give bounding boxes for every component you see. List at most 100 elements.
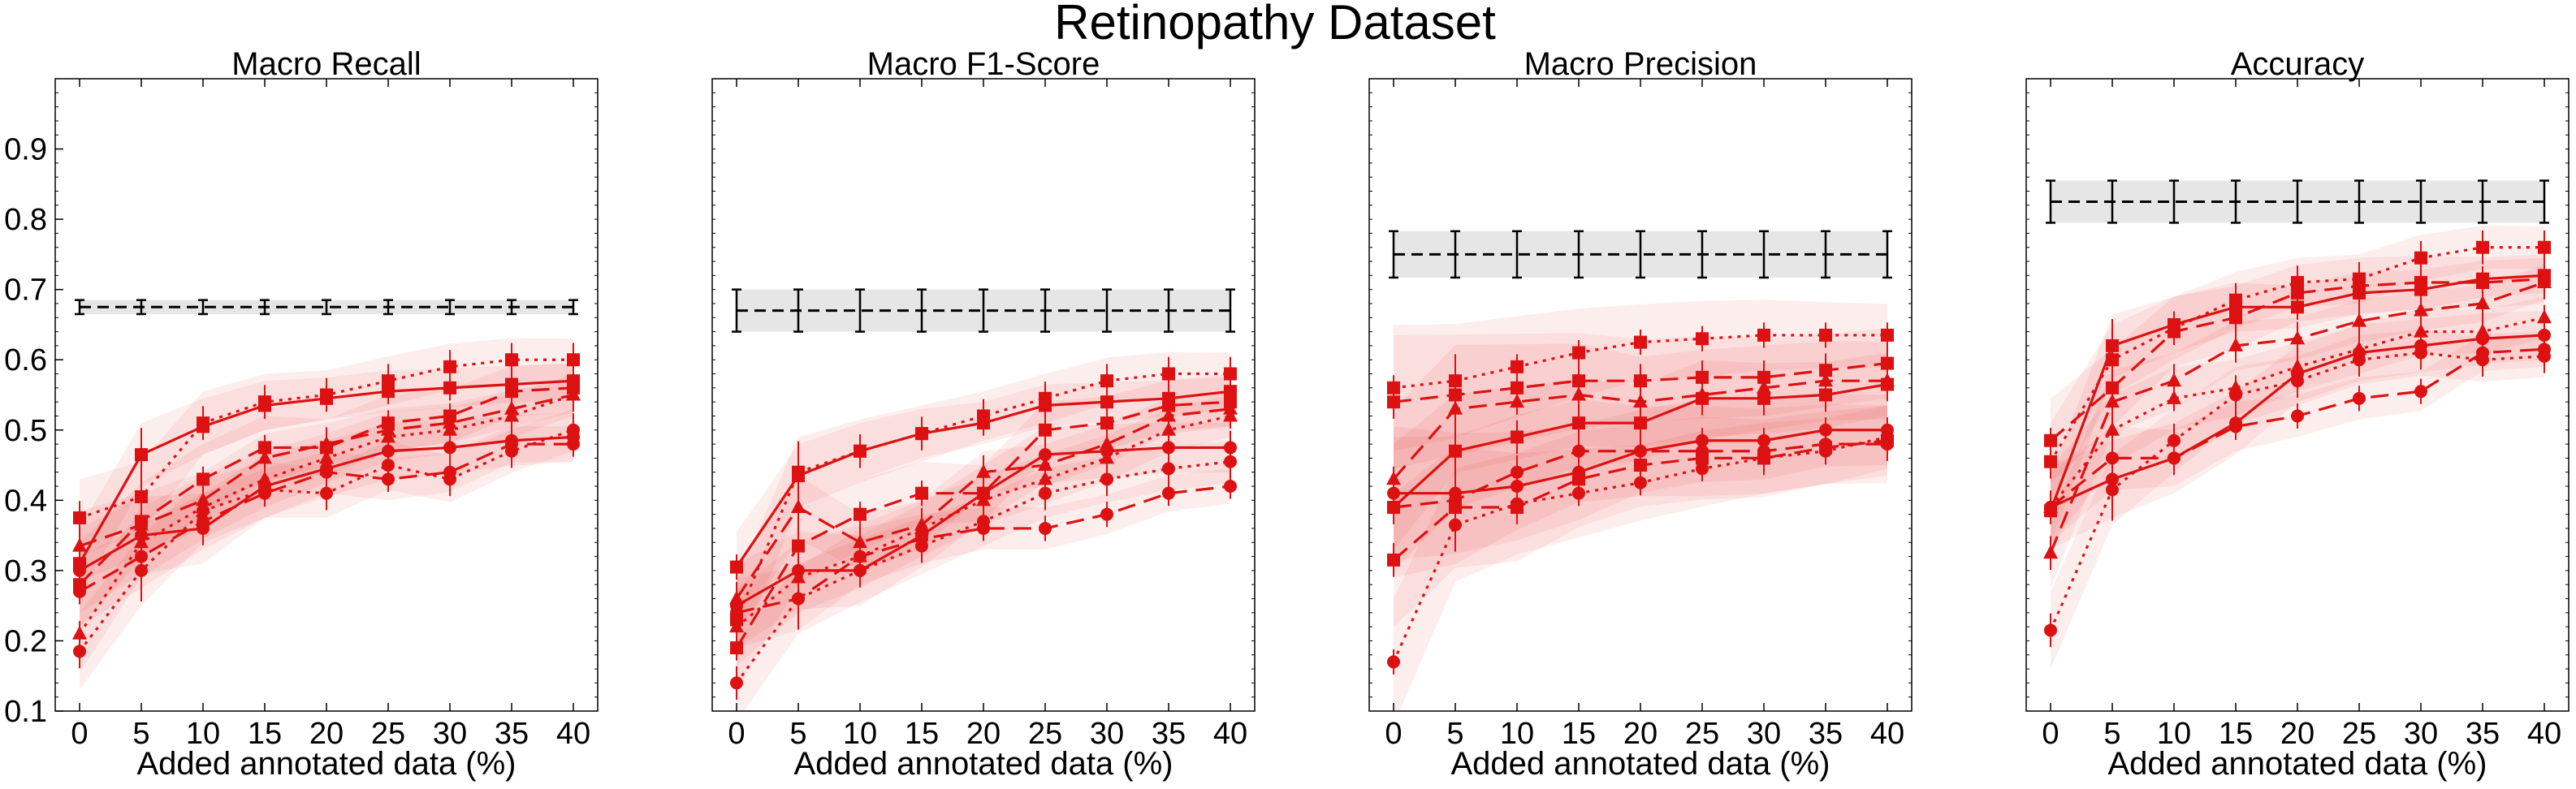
data-point-square: [2229, 311, 2242, 325]
data-point-circle: [443, 472, 456, 486]
data-point-triangle: [1386, 471, 1401, 485]
data-point-circle: [567, 423, 580, 437]
data-point-square: [1449, 500, 1462, 514]
data-point-circle: [2414, 385, 2427, 399]
data-point-square: [1039, 391, 1052, 405]
data-point-square: [1100, 416, 1113, 430]
data-point-square: [1572, 416, 1585, 430]
data-point-circle: [1224, 455, 1237, 468]
data-point-circle: [1572, 444, 1585, 458]
data-point-square: [1757, 451, 1770, 465]
panel-title: Macro Recall: [231, 46, 421, 82]
data-point-square: [1881, 433, 1894, 447]
y-tick-label: 0.3: [4, 554, 47, 589]
data-point-circle: [505, 444, 518, 458]
data-point-square: [1224, 367, 1237, 381]
data-point-circle: [2414, 346, 2427, 360]
data-point-triangle: [1448, 400, 1463, 415]
data-point-circle: [2106, 451, 2119, 465]
x-tick-label: 15: [1562, 717, 1596, 751]
data-point-triangle: [2475, 295, 2490, 309]
data-point-square: [2414, 251, 2427, 265]
data-point-circle: [1039, 448, 1052, 462]
data-point-circle: [320, 486, 333, 500]
x-tick-label: 20: [309, 717, 344, 751]
x-tick-label: 0: [71, 717, 88, 751]
x-tick-label: 30: [433, 717, 467, 751]
data-point-circle: [2229, 388, 2242, 402]
plot-area-2: [1386, 230, 1895, 711]
data-point-circle: [443, 441, 456, 455]
data-point-circle: [1039, 486, 1052, 500]
series-line-2: [735, 400, 1231, 649]
x-tick-label: 20: [966, 717, 1001, 751]
data-point-triangle: [2105, 421, 2120, 436]
data-point-square: [915, 486, 928, 500]
data-point-square: [792, 465, 805, 479]
x-tick-label: 15: [2219, 717, 2253, 751]
series-line-6: [736, 485, 1231, 614]
figure-suptitle: Retinopathy Dataset: [1054, 0, 1496, 50]
variance-band: [2051, 310, 2544, 550]
data-point-square: [1757, 391, 1770, 405]
data-point-circle: [2476, 332, 2489, 346]
x-tick-label: 10: [2157, 717, 2191, 751]
data-point-circle: [854, 563, 867, 577]
data-point-square: [443, 381, 456, 394]
data-point-circle: [73, 584, 86, 598]
data-point-triangle: [1161, 421, 1176, 436]
data-point-square: [443, 360, 456, 373]
data-point-square: [2414, 276, 2427, 290]
data-point-square: [977, 409, 990, 423]
series-line-7: [2049, 351, 2545, 632]
data-point-square: [2476, 240, 2489, 254]
x-tick-label: 35: [1809, 717, 1843, 751]
panel-title: Macro F1-Score: [867, 46, 1100, 82]
data-point-triangle: [1510, 394, 1524, 408]
data-point-triangle: [1633, 394, 1648, 408]
data-point-circle: [1511, 465, 1524, 479]
x-tick-label: 30: [2404, 717, 2438, 751]
data-point-circle: [730, 606, 743, 619]
data-point-circle: [2229, 420, 2242, 433]
data-point-triangle: [853, 534, 867, 549]
y-tick-label: 0.4: [4, 484, 47, 518]
x-tick-label: 25: [371, 717, 405, 751]
x-tick-label: 0: [728, 717, 745, 751]
x-tick-label: 10: [186, 717, 220, 751]
x-axis-label: Added annotated data (%): [136, 746, 516, 782]
x-axis-label: Added annotated data (%): [793, 746, 1173, 782]
data-point-square: [197, 472, 210, 486]
data-point-square: [730, 560, 743, 574]
data-point-triangle: [319, 436, 334, 451]
x-tick-label: 10: [843, 717, 877, 751]
data-point-triangle: [2290, 330, 2305, 345]
data-point-square: [1387, 395, 1400, 409]
data-point-square: [1881, 356, 1894, 370]
variance-band: [737, 422, 1230, 649]
data-point-square: [2291, 300, 2304, 314]
data-point-circle: [2168, 451, 2181, 465]
x-tick-label: 5: [1446, 717, 1463, 751]
data-point-circle: [977, 515, 990, 528]
data-point-triangle: [566, 386, 581, 401]
plot-area-3: [2043, 179, 2552, 670]
data-point-square: [1696, 332, 1709, 346]
data-point-square: [1572, 346, 1585, 360]
data-point-square: [567, 353, 580, 367]
data-point-square: [2106, 353, 2119, 367]
data-point-circle: [1100, 472, 1113, 486]
data-point-square: [1387, 553, 1400, 567]
y-tick-label: 0.8: [4, 203, 47, 237]
data-point-square: [1819, 328, 1832, 342]
panel-title: Accuracy: [2231, 46, 2365, 82]
data-point-circle: [2044, 623, 2057, 637]
data-point-triangle: [729, 619, 744, 633]
data-point-circle: [1039, 521, 1052, 535]
x-tick-label: 15: [905, 717, 939, 751]
x-axis-label: Added annotated data (%): [1450, 746, 1830, 782]
data-point-triangle: [504, 407, 519, 422]
data-point-circle: [2291, 374, 2304, 388]
data-point-square: [382, 374, 395, 388]
